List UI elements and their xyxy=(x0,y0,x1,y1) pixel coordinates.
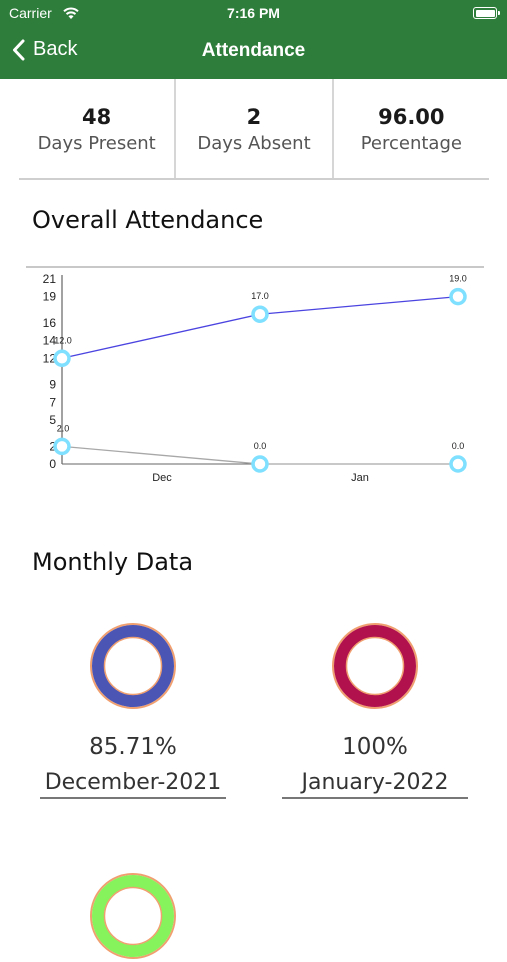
ring-inner-edge xyxy=(103,636,163,696)
stat-days-present: 48 Days Present xyxy=(19,79,177,178)
line-chart: 0 2 5 7 9 12 14 16 19 21 Dec Jan 12.0 17.0 19.0 2.0 0.0 0… xyxy=(43,272,467,484)
stat-label: Percentage xyxy=(360,133,462,154)
chart-divider xyxy=(26,266,484,268)
stat-value: 96.00 xyxy=(378,105,445,129)
month-card[interactable]: 85.71% December-2021 xyxy=(40,620,226,799)
ring-track xyxy=(334,625,416,707)
data-point[interactable] xyxy=(251,455,269,473)
y-tick-label: 0 xyxy=(49,457,56,471)
back-label: Back xyxy=(33,38,78,60)
chevron-left-icon xyxy=(13,39,25,60)
x-tick-label: Dec xyxy=(152,472,172,484)
month-card[interactable] xyxy=(40,870,226,962)
overall-attendance-title: Overall Attendance xyxy=(32,206,264,234)
data-point[interactable] xyxy=(449,455,467,473)
month-percentage: 85.71% xyxy=(89,734,177,760)
status-bar: Carrier 7:16 PM xyxy=(0,5,507,23)
ring-edge xyxy=(90,623,176,709)
stat-value: 48 xyxy=(82,105,112,129)
attendance-summary: 48 Days Present 2 Days Absent 96.00 Perc… xyxy=(19,79,489,180)
month-name: December-2021 xyxy=(40,770,226,799)
data-label: 0.0 xyxy=(254,441,267,451)
ring-inner-edge xyxy=(345,636,405,696)
y-tick-label: 12 xyxy=(43,351,57,365)
month-percentage: 100% xyxy=(342,734,408,760)
y-tick-label: 14 xyxy=(43,334,57,348)
data-point[interactable] xyxy=(53,437,71,456)
carrier-label: Carrier xyxy=(9,5,52,21)
data-label: 2.0 xyxy=(57,423,70,433)
y-tick-label: 7 xyxy=(49,395,56,409)
app-header: Carrier 7:16 PM Back Attendance xyxy=(0,0,507,79)
navigation-bar: Back Attendance xyxy=(0,36,507,70)
month-progress-ring xyxy=(332,623,418,709)
overall-attendance-chart: 0 2 5 7 9 12 14 16 19 21 Dec Jan 12.0 17.0 19.0 2.0 0.0 0… xyxy=(24,265,486,495)
x-tick-label: Jan xyxy=(351,472,369,484)
ring-edge xyxy=(332,623,418,709)
clock: 7:16 PM xyxy=(227,5,280,21)
month-card[interactable]: 100% January-2022 xyxy=(282,620,468,799)
data-label: 12.0 xyxy=(54,335,72,345)
stat-percentage: 96.00 Percentage xyxy=(334,79,489,178)
y-tick-label: 2 xyxy=(49,439,56,453)
y-tick-label: 21 xyxy=(43,272,57,286)
battery-icon xyxy=(473,7,500,19)
y-tick-label: 16 xyxy=(43,316,57,330)
data-point[interactable] xyxy=(53,349,71,368)
y-tick-label: 5 xyxy=(49,413,56,427)
data-point[interactable] xyxy=(449,287,467,306)
data-label: 17.0 xyxy=(251,291,269,301)
data-label: 0.0 xyxy=(452,441,465,451)
ring-inner-edge xyxy=(103,886,163,946)
month-name: January-2022 xyxy=(282,770,468,799)
wifi-icon xyxy=(62,6,80,24)
ring-track xyxy=(92,625,174,707)
month-progress-ring xyxy=(90,873,176,959)
y-tick-label: 9 xyxy=(49,378,56,392)
back-button[interactable]: Back xyxy=(12,38,77,61)
data-point[interactable] xyxy=(251,305,269,323)
data-label: 19.0 xyxy=(449,274,467,284)
page-title: Attendance xyxy=(201,40,306,61)
stat-label: Days Present xyxy=(37,133,156,154)
stat-value: 2 xyxy=(246,105,262,129)
monthly-data-title: Monthly Data xyxy=(32,548,194,576)
stat-days-absent: 2 Days Absent xyxy=(176,79,334,178)
y-tick-label: 19 xyxy=(43,290,57,304)
stat-label: Days Absent xyxy=(197,133,311,154)
month-progress-ring xyxy=(90,623,176,709)
